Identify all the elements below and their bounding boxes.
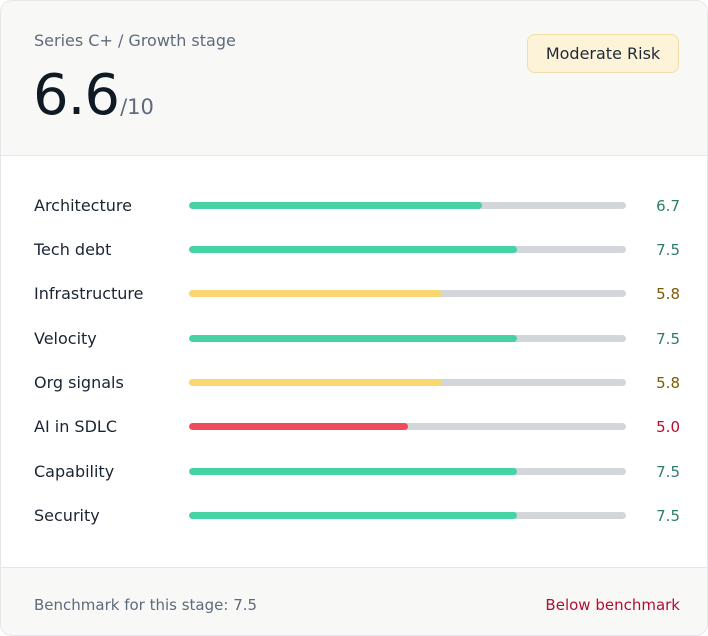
metric-label: Infrastructure	[34, 284, 144, 303]
metric-bar-track	[189, 379, 626, 386]
metric-row-velocity: Velocity 7.5	[1, 327, 707, 351]
metric-row-capability: Capability 7.5	[1, 460, 707, 484]
stage-label: Series C+ / Growth stage	[34, 31, 236, 50]
metric-bar-fill	[189, 202, 482, 209]
metric-bar-track	[189, 423, 626, 430]
metric-bar-track	[189, 202, 626, 209]
metric-label: Security	[34, 506, 100, 525]
metric-value: 7.5	[656, 330, 680, 348]
metric-row-org-signals: Org signals 5.8	[1, 371, 707, 395]
benchmark-status: Below benchmark	[545, 596, 680, 614]
score-header: Series C+ / Growth stage 6.6 /10 Moderat…	[1, 1, 707, 156]
metric-row-security: Security 7.5	[1, 504, 707, 528]
metric-row-architecture: Architecture 6.7	[1, 194, 707, 218]
metric-bar-track	[189, 246, 626, 253]
metric-value: 7.5	[656, 507, 680, 525]
metric-value: 5.0	[656, 418, 680, 436]
metric-value: 7.5	[656, 463, 680, 481]
metric-bar-fill	[189, 468, 517, 475]
risk-badge: Moderate Risk	[527, 34, 679, 73]
metric-bar-track	[189, 290, 626, 297]
metric-bar-fill	[189, 335, 517, 342]
score-value: 6.6	[33, 63, 120, 128]
score-footer: Benchmark for this stage: 7.5 Below benc…	[1, 567, 707, 635]
metric-bar-fill	[189, 290, 443, 297]
metric-bar-track	[189, 468, 626, 475]
metric-label: Org signals	[34, 373, 124, 392]
metric-value: 5.8	[656, 374, 680, 392]
metric-value: 5.8	[656, 285, 680, 303]
metric-bar-fill	[189, 379, 443, 386]
metric-label: AI in SDLC	[34, 417, 117, 436]
metric-bar-track	[189, 335, 626, 342]
metric-label: Velocity	[34, 329, 97, 348]
metric-value: 6.7	[656, 197, 680, 215]
metric-bar-fill	[189, 246, 517, 253]
metric-bar-track	[189, 512, 626, 519]
benchmark-text: Benchmark for this stage: 7.5	[34, 596, 258, 614]
metric-row-tech-debt: Tech debt 7.5	[1, 238, 707, 262]
metric-label: Capability	[34, 462, 115, 481]
metric-label: Architecture	[34, 196, 132, 215]
metric-label: Tech debt	[34, 240, 112, 259]
metric-bar-fill	[189, 512, 517, 519]
metric-bar-fill	[189, 423, 408, 430]
metric-row-infrastructure: Infrastructure 5.8	[1, 282, 707, 306]
metric-row-ai-in-sdlc: AI in SDLC 5.0	[1, 415, 707, 439]
score-suffix: /10	[120, 95, 154, 119]
metric-value: 7.5	[656, 241, 680, 259]
overall-score: 6.6 /10	[33, 63, 154, 128]
